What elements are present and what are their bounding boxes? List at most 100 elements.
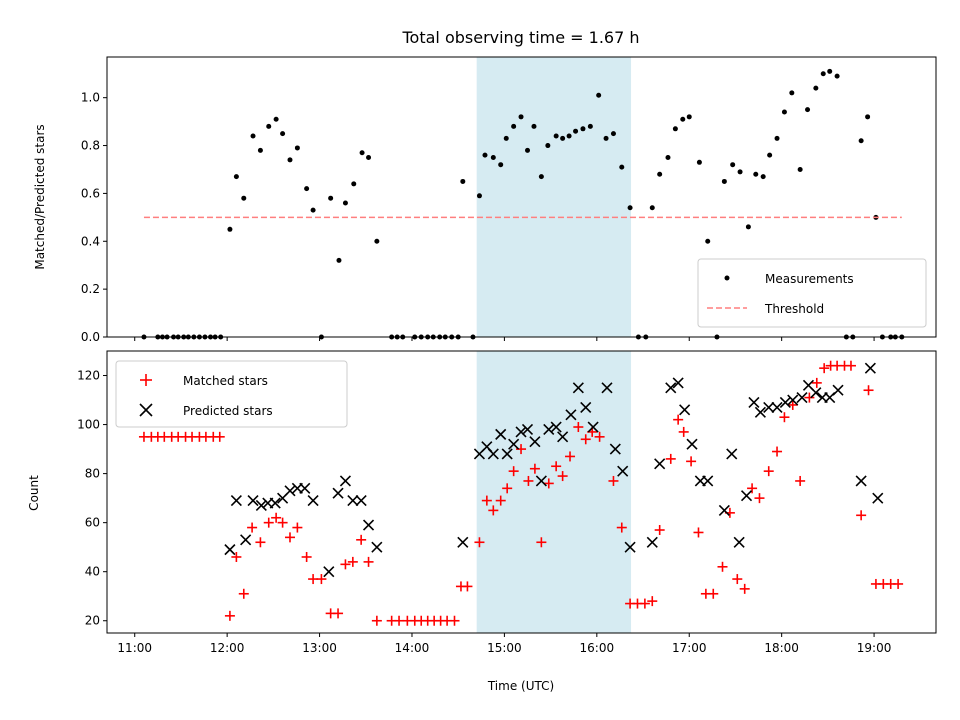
measurement-point: [596, 92, 602, 98]
predicted-point: [609, 443, 621, 455]
measurement-point: [310, 207, 316, 213]
matched-point: [893, 578, 904, 589]
predicted-point: [587, 421, 599, 433]
matched-point: [481, 495, 492, 506]
bottom-panel: 20 40 60 80 100 120 11:00 12:00 13:00 14:00 15:00…: [27, 350, 937, 693]
matched-point: [543, 478, 554, 489]
predicted-point: [796, 392, 808, 404]
y-tick-label: 1.0: [81, 91, 100, 105]
matched-point: [787, 399, 798, 410]
matched-point: [557, 471, 568, 482]
measurement-point: [781, 109, 787, 115]
measurement-point: [686, 114, 692, 120]
bottom-panel-marks: [138, 360, 904, 626]
predicted-point: [550, 421, 562, 433]
matched-point: [231, 551, 242, 562]
matched-point: [449, 615, 460, 626]
measurement-point: [304, 186, 310, 192]
measurement-point: [233, 174, 239, 180]
matched-point: [845, 360, 856, 371]
predicted-point: [508, 438, 520, 450]
matched-point: [573, 422, 584, 433]
measurement-point: [266, 123, 272, 129]
matched-point: [863, 385, 874, 396]
predicted-point: [572, 382, 584, 394]
predicted-point: [733, 536, 745, 548]
matched-point: [347, 556, 358, 567]
measurement-point: [351, 181, 357, 187]
matched-point: [495, 495, 506, 506]
matched-point: [647, 596, 658, 607]
matched-point: [247, 522, 258, 533]
predicted-point: [515, 426, 527, 438]
matched-point: [523, 475, 534, 486]
x-tick-label: 13:00: [302, 641, 337, 655]
predicted-point: [855, 475, 867, 487]
predicted-point: [679, 404, 691, 416]
matched-point: [271, 512, 282, 523]
predicted-point: [646, 536, 658, 548]
predicted-point: [521, 423, 534, 436]
x-tick-label: 19:00: [857, 641, 892, 655]
measurement-point: [280, 131, 286, 137]
measurement-point: [705, 238, 711, 244]
matched-point: [508, 466, 519, 477]
predicted-point: [362, 519, 375, 531]
measurement-point: [627, 205, 633, 211]
predicted-point: [810, 387, 822, 399]
predicted-point: [543, 423, 555, 436]
matched-point: [616, 522, 627, 533]
measurement-point: [827, 68, 833, 74]
top-plot-frame: [106, 56, 937, 338]
predicted-point: [224, 544, 236, 556]
x-axis-label: Time (UTC): [487, 679, 554, 693]
measurement-point: [227, 226, 233, 232]
y-tick-label: 0.8: [81, 139, 100, 153]
bottom-highlight-span: [476, 351, 632, 633]
measurement-point: [482, 152, 488, 158]
measurement-point: [566, 133, 572, 139]
measurement-point: [503, 135, 509, 141]
predicted-point: [654, 458, 666, 470]
measurement-point: [359, 150, 365, 156]
predicted-point: [754, 406, 766, 418]
y-tick-label: 0.2: [81, 282, 100, 296]
matched-point: [255, 537, 266, 548]
matched-point: [316, 574, 327, 585]
measurement-point: [342, 200, 348, 206]
measurement-point: [603, 135, 609, 141]
predicted-point: [580, 401, 592, 413]
x-tick-label: 14:00: [395, 641, 430, 655]
predicted-point: [557, 431, 569, 443]
measurement-point: [760, 174, 766, 180]
measurement-point: [366, 155, 372, 161]
top-x-ticks: [134, 337, 875, 341]
measurement-point: [721, 178, 727, 184]
predicted-point: [323, 566, 335, 578]
measurement-point: [374, 238, 380, 244]
measurement-point: [250, 133, 256, 139]
predicted-point: [487, 448, 499, 460]
y-tick-label: 20: [85, 614, 100, 628]
matched-point: [639, 598, 650, 609]
measurement-point: [460, 178, 466, 184]
measurement-point: [665, 155, 671, 161]
matched-point: [686, 456, 697, 467]
measurement-point: [573, 128, 579, 134]
measurement-point: [525, 147, 531, 153]
matched-point: [739, 583, 750, 594]
x-tick-label: 16:00: [580, 641, 615, 655]
matched-point: [488, 505, 499, 516]
measurement-point: [241, 195, 247, 201]
predicted-point: [748, 396, 760, 409]
measurement-point: [257, 147, 263, 153]
matched-point: [732, 574, 743, 585]
x-tick-label: 11:00: [117, 641, 152, 655]
predicted-point: [617, 465, 629, 477]
matched-point: [856, 510, 867, 521]
legend-matched-marker: [140, 374, 152, 386]
matched-point: [284, 532, 295, 543]
matched-point: [277, 517, 288, 528]
y-tick-label: 100: [77, 418, 100, 432]
predicted-point: [702, 475, 714, 487]
